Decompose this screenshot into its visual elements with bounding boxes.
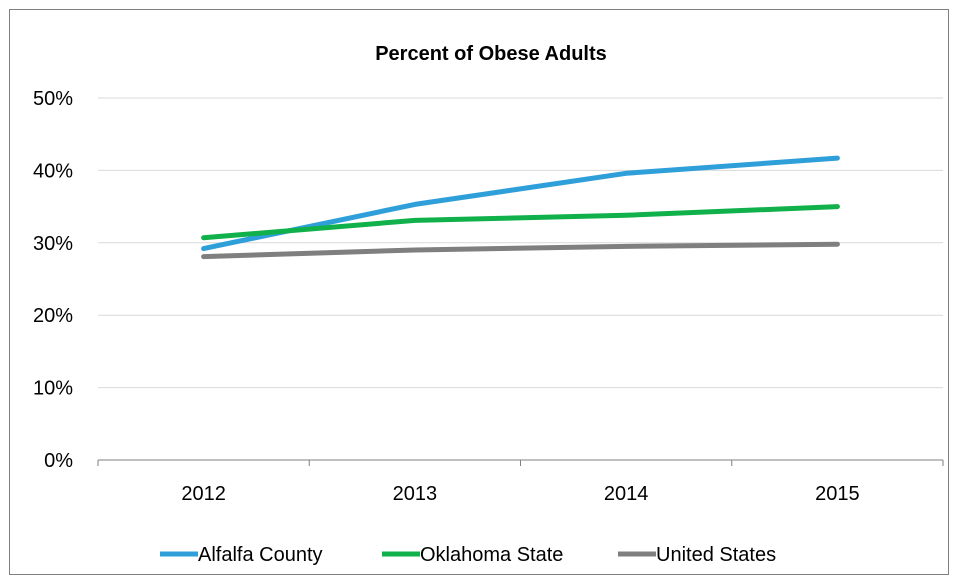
y-tick-label: 30% [33,233,73,255]
y-tick-label: 10% [33,378,73,400]
series-line-alfalfa-county [201,155,840,252]
x-tick-label: 2013 [393,483,438,505]
chart-title: Percent of Obese Adults [375,43,607,65]
series-line-oklahoma-state [201,204,840,241]
series-lines [201,155,840,260]
x-tick-label: 2014 [604,483,649,505]
legend-label: Oklahoma State [420,544,563,566]
series-line-united-states [201,241,840,260]
axes: 0% 10% 20% 30% 40% 50% 2012 2013 2014 2015 [33,88,944,505]
legend-label: United States [656,544,776,566]
x-tick-label: 2012 [181,483,226,505]
chart-frame [9,9,949,575]
y-tick-label: 50% [33,88,73,110]
legend-label: Alfalfa County [198,544,323,566]
y-tick-label: 0% [44,450,73,472]
legend: Alfalfa County Oklahoma State United State… [160,544,776,566]
y-tick-label: 20% [33,305,73,327]
y-tick-label: 40% [33,160,73,182]
x-tick-label: 2015 [815,483,860,505]
